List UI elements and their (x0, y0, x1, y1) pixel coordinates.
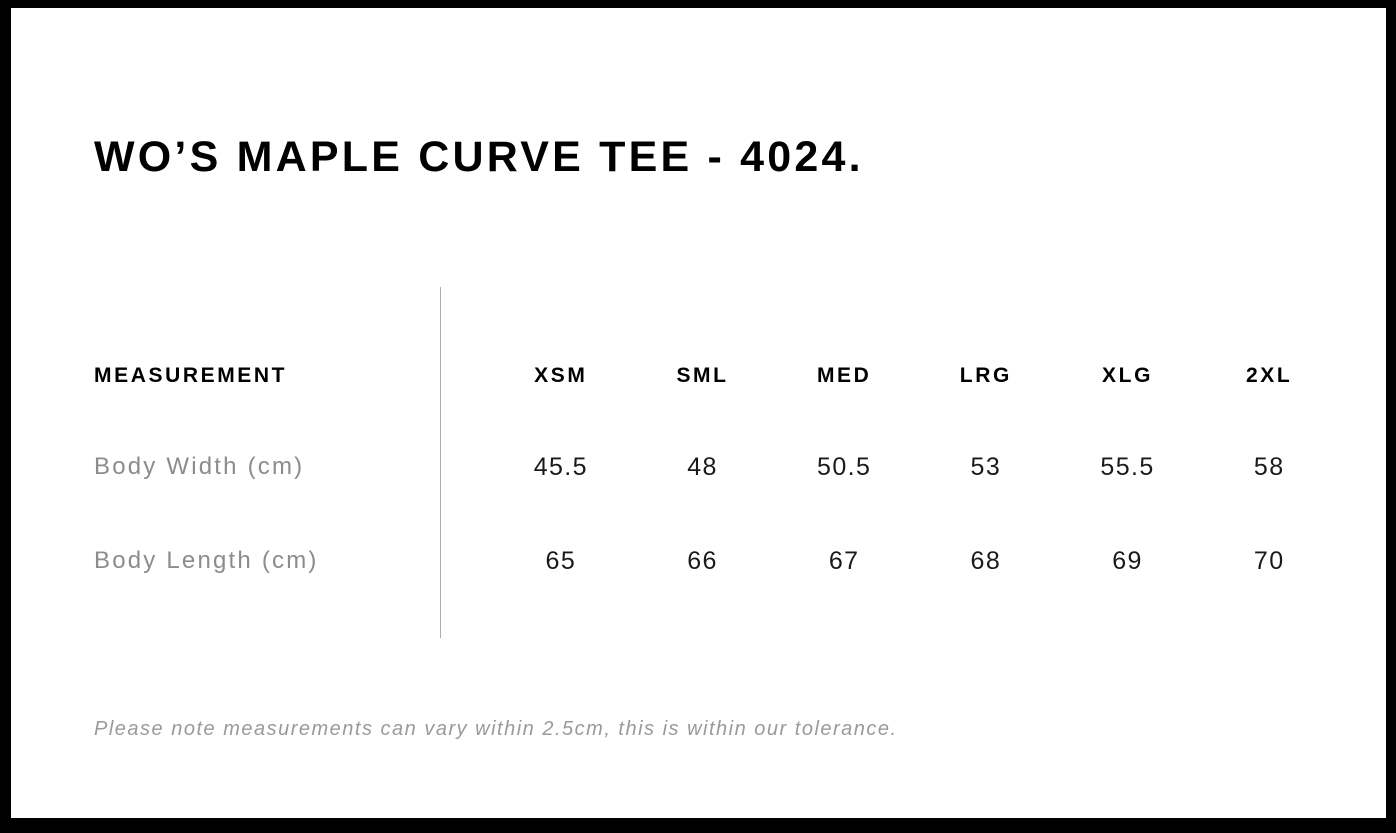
column-header-lrg: LRG (959, 364, 1012, 387)
table-row: Body Length (cm) 65 66 67 68 69 70 (11, 546, 1386, 576)
column-header-measurement: MEASUREMENT (94, 364, 288, 387)
cell-body-length-med: 67 (828, 546, 860, 575)
tolerance-note: Please note measurements can vary within… (94, 718, 898, 740)
column-header-med: MED (816, 364, 872, 387)
cell-body-length-xlg: 69 (1112, 546, 1143, 575)
cell-body-width-xlg: 55.5 (1100, 452, 1155, 481)
column-header-sml: SML (676, 364, 729, 387)
cell-body-width-lrg: 53 (970, 452, 1002, 481)
row-values-body-length: 65 66 67 68 69 70 (490, 546, 1340, 576)
size-header-cells: XSM SML MED LRG XLG 2XL (490, 361, 1340, 391)
cell-body-length-2xl: 70 (1253, 546, 1285, 575)
cell-body-length-lrg: 68 (970, 546, 1002, 575)
cell-body-width-2xl: 58 (1253, 452, 1285, 481)
cell-body-length-xsm: 65 (545, 546, 577, 575)
column-header-2xl: 2XL (1246, 364, 1293, 387)
cell-body-width-sml: 48 (687, 452, 718, 481)
table-row: Body Width (cm) 45.5 48 50.5 53 55.5 58 (11, 452, 1386, 482)
cell-body-length-sml: 66 (687, 546, 718, 575)
row-label-body-length: Body Length (cm) (94, 547, 319, 574)
cell-body-width-xsm: 45.5 (533, 452, 588, 481)
row-values-body-width: 45.5 48 50.5 53 55.5 58 (490, 452, 1340, 482)
table-header-row: MEASUREMENT XSM SML MED LRG XLG 2XL (11, 361, 1386, 391)
column-header-xlg: XLG (1102, 364, 1154, 387)
column-header-xsm: XSM (534, 364, 588, 387)
size-chart-table: MEASUREMENT XSM SML MED LRG XLG 2XL Body… (11, 8, 1386, 818)
page-title: WO’S MAPLE CURVE TEE - 4024. (94, 132, 864, 181)
cell-body-width-med: 50.5 (817, 452, 872, 481)
row-label-body-width: Body Width (cm) (94, 453, 305, 480)
size-chart-sheet: WO’S MAPLE CURVE TEE - 4024. MEASUREMENT… (11, 8, 1386, 818)
table-column-divider (440, 287, 441, 638)
